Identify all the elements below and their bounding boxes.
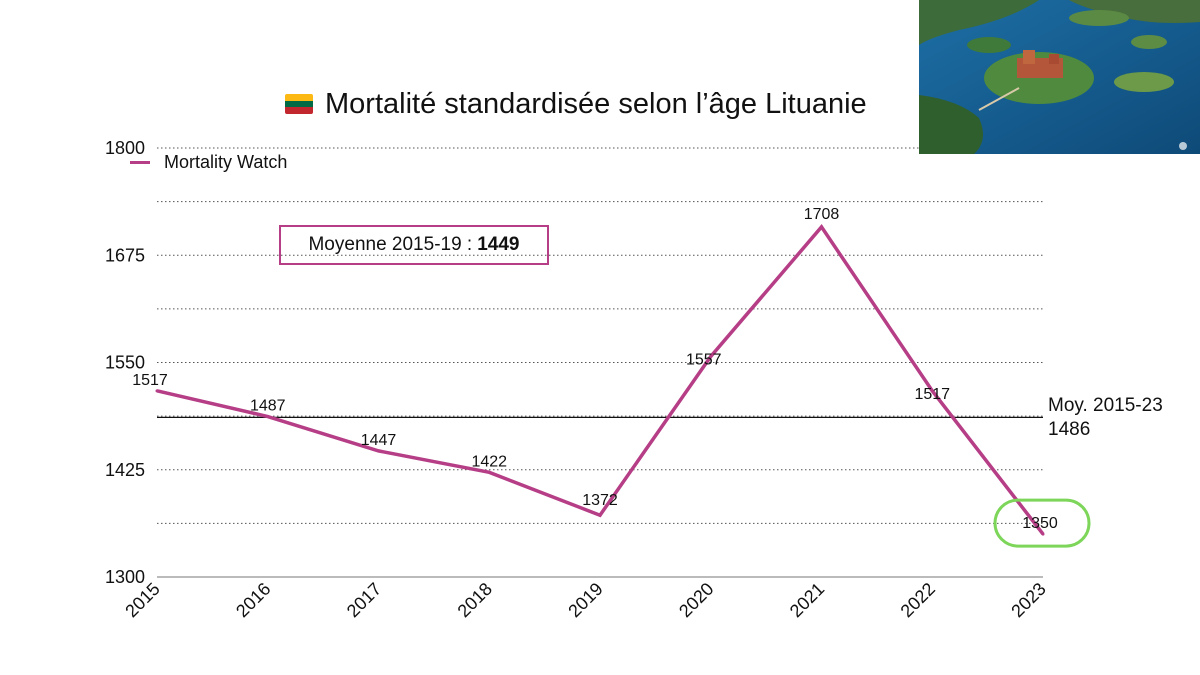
flag-stripe-yellow [285, 94, 313, 101]
y-tick-label: 1550 [105, 353, 145, 373]
data-point [1041, 532, 1045, 536]
average-value: 1449 [477, 234, 520, 255]
reference-line-label: Moy. 2015-23 1486 [1048, 394, 1163, 442]
average-label: Moyenne 2015-19 : [308, 234, 473, 255]
data-point [709, 354, 713, 358]
series-line-mortality-watch [156, 224, 1045, 536]
x-tick-label: 2020 [675, 579, 717, 621]
reference-label-value: 1486 [1048, 419, 1091, 440]
x-tick-label: 2018 [454, 579, 496, 621]
data-label: 1447 [361, 432, 397, 449]
data-point [155, 389, 159, 393]
data-point [930, 389, 934, 393]
data-point [266, 415, 270, 419]
y-tick-label: 1800 [105, 138, 145, 158]
data-label: 1517 [132, 372, 168, 389]
legend: Mortality Watch [130, 152, 287, 173]
flag-stripe-green [285, 100, 313, 108]
x-tick-label: 2023 [1007, 579, 1049, 621]
y-tick-label: 1300 [105, 567, 145, 587]
data-label: 1487 [250, 398, 286, 415]
data-point [598, 513, 602, 517]
highlight-ellipse [993, 498, 1091, 548]
x-tick-label: 2022 [897, 579, 939, 621]
data-label: 1350 [1022, 515, 1058, 532]
reference-label-text: Moy. 2015-23 [1048, 395, 1163, 416]
data-label: 1372 [582, 492, 618, 509]
data-label: 1557 [686, 351, 722, 368]
x-tick-label: 2021 [786, 579, 828, 621]
average-2015-19-box: Moyenne 2015-19 : 1449 [279, 225, 549, 265]
x-tick-label: 2016 [232, 579, 274, 621]
data-label: 1422 [471, 453, 507, 470]
x-tick-label: 2019 [564, 579, 606, 621]
y-tick-label: 1425 [105, 460, 145, 480]
legend-label: Mortality Watch [164, 152, 288, 172]
data-label: 1708 [804, 206, 840, 223]
data-point [487, 470, 491, 474]
flag-stripe-red [285, 107, 313, 114]
lithuania-flag-icon [285, 94, 313, 114]
y-tick-label: 1675 [105, 245, 145, 265]
legend-swatch [130, 161, 150, 164]
chart-title: Mortalité standardisée selon l’âge Litua… [285, 84, 867, 124]
title-text: Mortalité standardisée selon l’âge Litua… [325, 87, 867, 120]
castle-photo [919, 0, 1200, 154]
data-label: 1517 [914, 386, 950, 403]
data-point [377, 449, 380, 453]
x-tick-label: 2017 [343, 579, 385, 621]
data-point [820, 225, 823, 229]
